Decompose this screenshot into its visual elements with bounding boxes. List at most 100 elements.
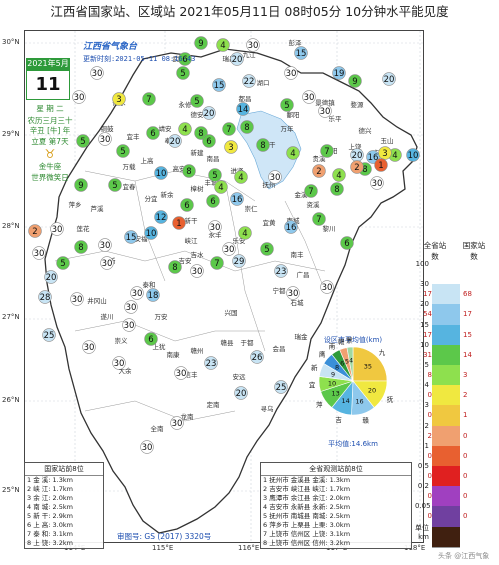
legend-value: 0.05 — [415, 502, 431, 511]
station-marker: 5 — [190, 94, 204, 108]
legend-station-count: 0 — [427, 411, 432, 420]
rank-row: 8 上饶市 信州区 信州: 3.2km — [263, 539, 351, 547]
station-value: 3 — [116, 95, 121, 105]
station-dot — [284, 220, 298, 234]
station-value: 8 — [334, 185, 339, 195]
county-label: 崇义 — [115, 337, 129, 345]
lat-label-25: 25°N — [2, 486, 20, 494]
station-marker: 6 — [340, 236, 354, 250]
county-label: 德兴 — [359, 126, 373, 135]
station-value: 20 — [232, 55, 243, 65]
station-value: 30 — [176, 369, 187, 379]
station-value: 30 — [126, 303, 137, 313]
county-label: 乐平 — [329, 114, 343, 123]
county-label: 分宜 — [145, 194, 159, 203]
rank-row: 8 上 饶: 3.2km — [27, 539, 73, 547]
station-value: 5 — [194, 97, 199, 107]
station-dot — [190, 94, 204, 108]
station-value: 26 — [252, 353, 263, 363]
station-value: 5 — [80, 137, 85, 147]
station-marker: 18 — [146, 288, 160, 302]
legend-national-count: 15 — [463, 330, 472, 339]
station-marker: 30 — [90, 66, 104, 80]
station-dot — [168, 260, 182, 274]
station-marker: 30 — [130, 286, 144, 300]
legend-value: 5 — [424, 361, 429, 369]
station-dot — [332, 168, 346, 182]
station-value: 9 — [78, 181, 83, 191]
legend-swatch — [432, 445, 460, 467]
station-marker: 4 — [234, 170, 248, 184]
station-marker: 30 — [222, 242, 236, 256]
pie-slice — [352, 346, 388, 382]
station-marker: 30 — [98, 238, 112, 252]
legend-station-count: 0 — [427, 391, 432, 400]
station-dot — [38, 290, 52, 304]
station-value: 23 — [276, 267, 287, 277]
station-marker: 19 — [332, 66, 346, 80]
rank-row: 6 萍乡市 上栗县 上栗: 3.0km — [263, 521, 351, 529]
station-marker: 8 — [168, 260, 182, 274]
station-dot — [90, 66, 104, 80]
station-dot — [234, 170, 248, 184]
taurus-icon: ♉ — [44, 147, 56, 161]
legend-national-count: 0 — [463, 512, 468, 521]
station-value: 30 — [132, 289, 143, 299]
station-marker: 30 — [98, 132, 112, 146]
county-label: 抚州 — [263, 180, 276, 189]
station-dot — [124, 300, 138, 314]
station-marker: 28 — [38, 290, 52, 304]
station-marker: 1 — [374, 158, 388, 172]
station-dot — [98, 132, 112, 146]
legend-value: 15 — [420, 320, 429, 329]
station-marker: 30 — [72, 90, 86, 104]
legend-swatch — [432, 284, 460, 306]
station-value: 5 — [284, 101, 289, 111]
station-value: 30 — [100, 241, 111, 251]
rank-province: 全省观测站前8位 1 抚州市 金溪县 金溪: 1.3km 2 吉安市 峡江县 峡江… — [260, 462, 412, 549]
station-value: 3 — [228, 143, 233, 153]
station-value: 4 — [290, 149, 295, 159]
station-value: 4 — [336, 171, 341, 181]
county-label: 井冈山 — [87, 296, 107, 305]
rank-row: 5 新 干: 2.9km — [27, 512, 73, 520]
map-panel: 彭泽九江瑞昌武宁修水永修德安都昌湖口鄱阳景德镇乐平婺源德兴上饶玉山广丰弋阳贵溪余… — [24, 30, 424, 543]
county-label: 遂川 — [101, 312, 114, 321]
station-dot — [168, 134, 182, 148]
station-value: 30 — [114, 359, 125, 369]
update-time: 更新时刻:2021-05-11 08:16:43 — [83, 55, 196, 63]
legend-value: 1 — [424, 441, 429, 450]
station-marker: 6 — [206, 194, 220, 208]
legend-value: 2 — [424, 421, 429, 430]
pie-value: 6 — [340, 359, 344, 367]
watermark: 头条 @江西气象 — [438, 552, 490, 560]
station-marker: 30 — [112, 356, 126, 370]
station-marker: 6 — [178, 52, 192, 66]
legend-swatch — [432, 405, 460, 427]
lat-label-30: 30°N — [2, 38, 20, 46]
legend-national-count: 0 — [463, 472, 468, 480]
station-marker: 4 — [286, 146, 300, 160]
county-label: 龙南 — [181, 412, 195, 421]
legend-swatch — [432, 425, 460, 447]
county-label: 万载 — [123, 162, 137, 171]
pie-value: 10 — [328, 379, 336, 387]
station-dot — [202, 134, 216, 148]
station-marker: 30 — [246, 38, 260, 52]
station-value: 1 — [378, 161, 383, 171]
pie-city-label: 鹰 — [319, 350, 326, 359]
station-value: 8 — [362, 165, 367, 175]
county-label: 彭泽 — [289, 38, 303, 47]
rank-row: 3 鹰潭市 余江县 余江: 2.0km — [263, 494, 351, 502]
legend-national-count: 0 — [463, 431, 468, 440]
station-value: 7 — [324, 147, 329, 157]
station-marker: 20 — [168, 134, 182, 148]
station-value: 16 — [286, 223, 297, 233]
legend-national-count: 17 — [463, 310, 472, 319]
station-marker: 30 — [190, 264, 204, 278]
station-dot — [170, 416, 184, 430]
station-value: 6 — [148, 335, 153, 345]
station-marker: 5 — [116, 144, 130, 158]
station-dot — [176, 66, 190, 80]
station-dot — [100, 256, 114, 270]
